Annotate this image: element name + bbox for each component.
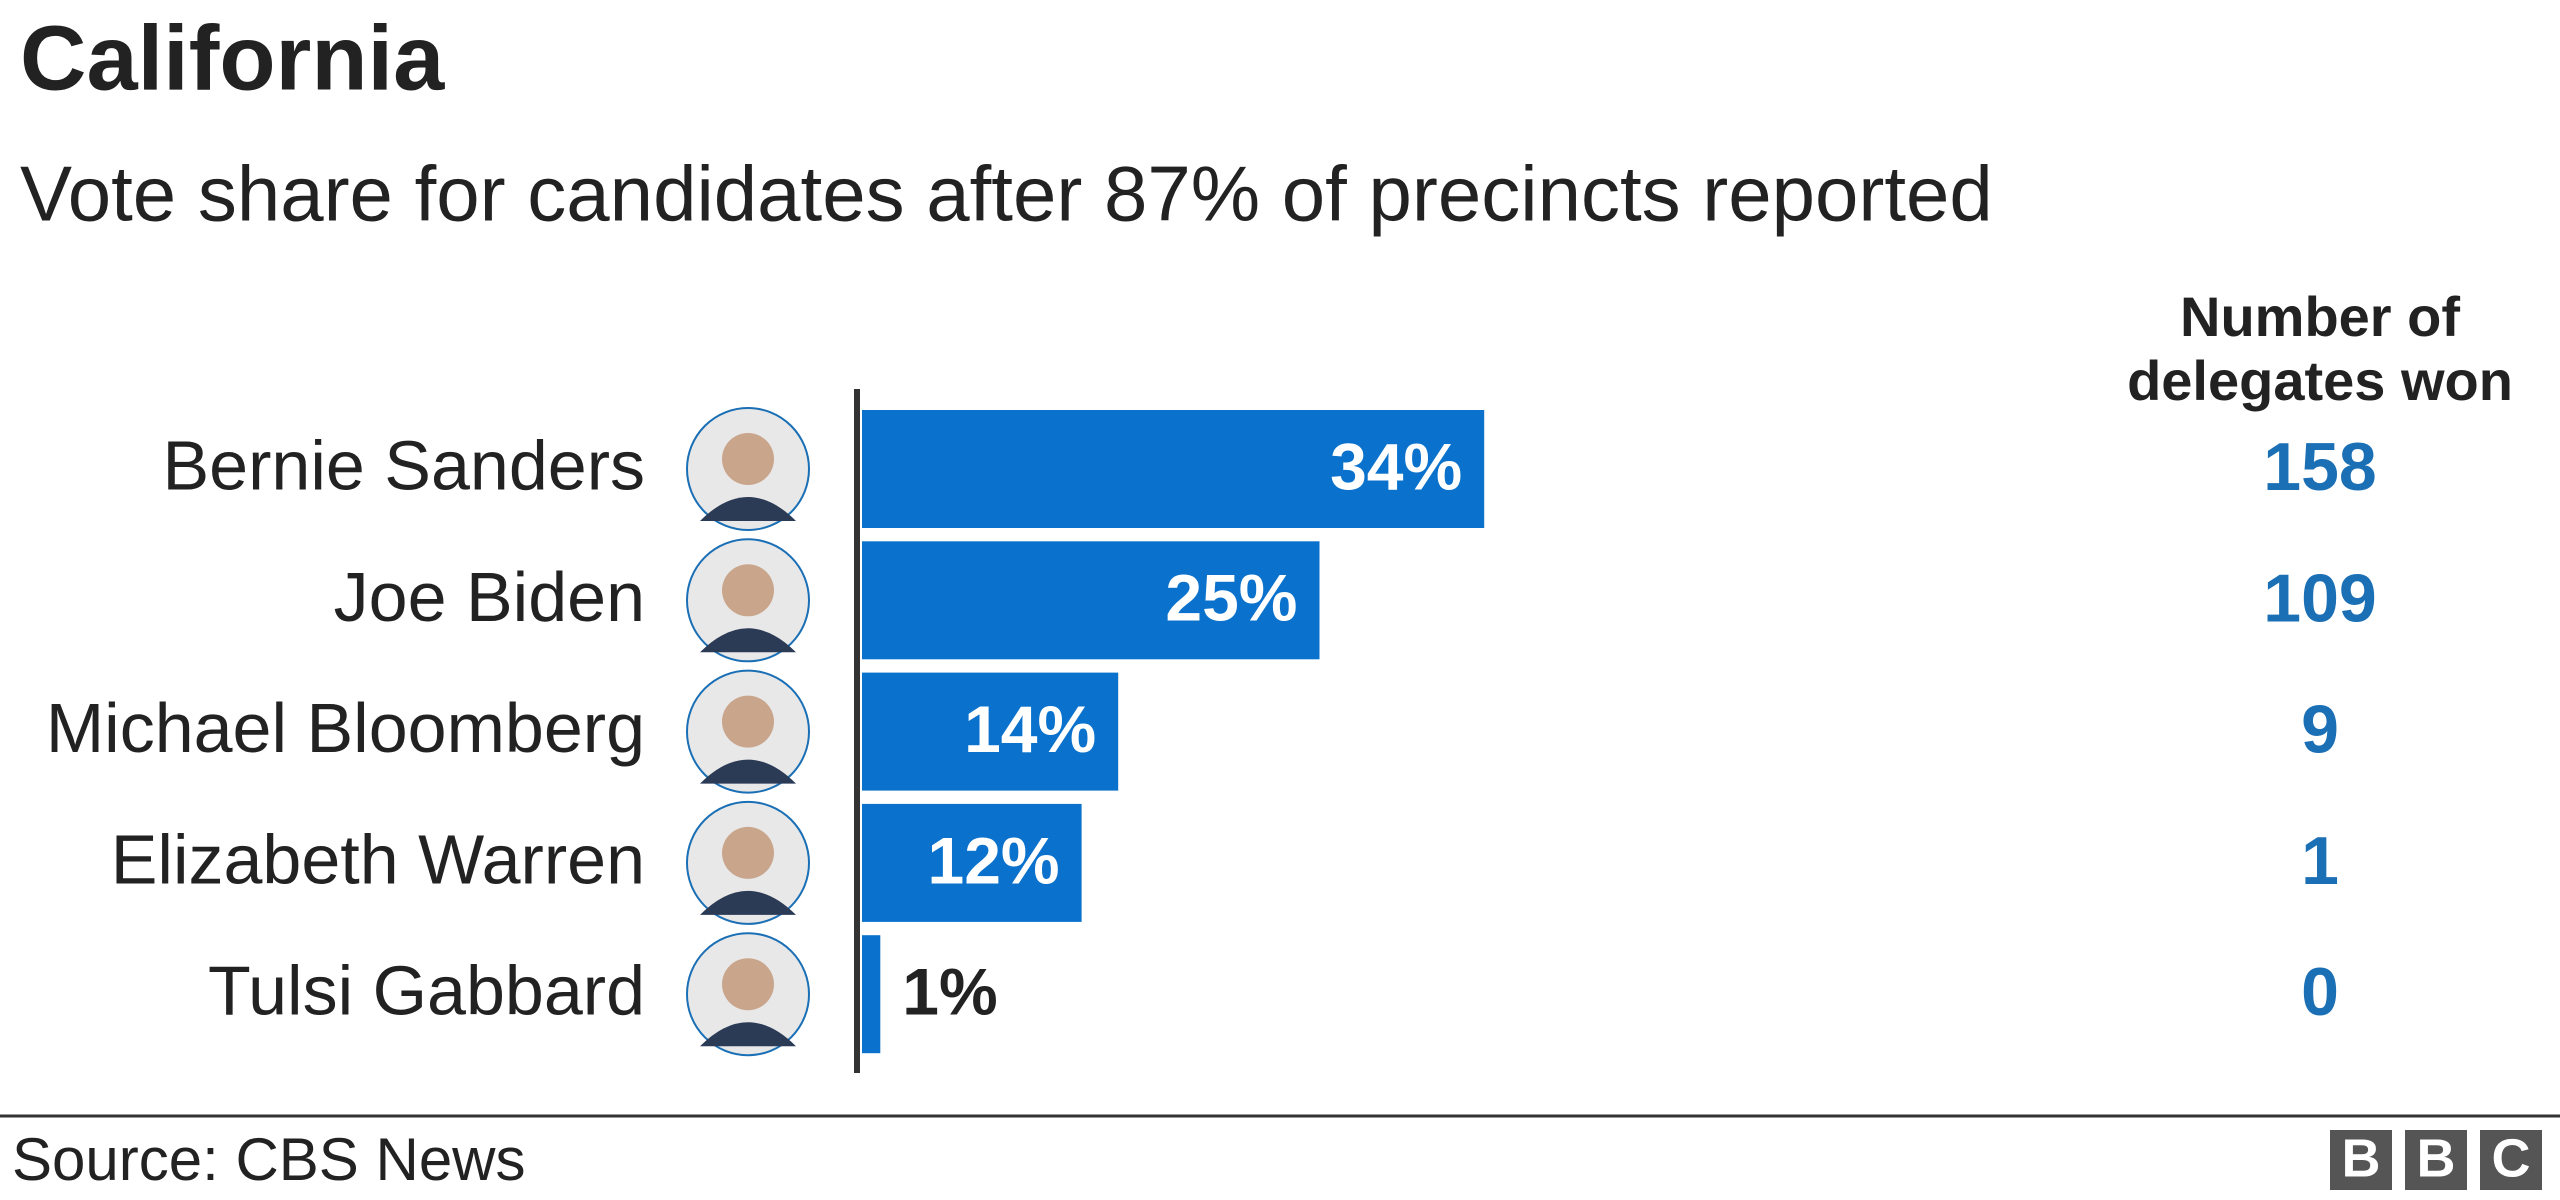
photo-head (722, 695, 774, 748)
value-label: 1% (902, 955, 997, 1029)
value-label: 34% (1330, 429, 1462, 503)
category-label: Michael Bloomberg (46, 689, 645, 767)
chart-subtitle: Vote share for candidates after 87% of p… (20, 150, 1993, 238)
bar (862, 803, 1082, 922)
source: Source: CBS News (12, 1126, 526, 1193)
bbc-logo: B B C (2330, 1128, 2542, 1190)
photo-body (700, 759, 796, 784)
svg-text:B: B (2342, 1128, 2381, 1188)
photo-body (700, 1022, 796, 1047)
photo-head (722, 958, 774, 1011)
value-label: 25% (1165, 561, 1297, 635)
category-label: Bernie Sanders (162, 426, 645, 504)
delegates-value: 1 (2301, 823, 2339, 899)
bar (862, 410, 1485, 528)
category-label: Joe Biden (334, 558, 645, 636)
delegates-value: 0 (2301, 954, 2339, 1030)
delegates-value: 9 (2301, 692, 2339, 768)
value-label: 14% (964, 692, 1096, 766)
photo-head (722, 564, 774, 617)
svg-text:B: B (2417, 1128, 2456, 1188)
photo-head (722, 826, 774, 879)
bar (862, 935, 881, 1054)
category-label: Elizabeth Warren (111, 820, 645, 898)
delegates-value: 158 (2263, 429, 2376, 505)
svg-text:C: C (2492, 1128, 2531, 1188)
delegates-header: Number of delegates won (2127, 285, 2513, 412)
photo-head (722, 433, 774, 485)
delegates-value: 109 (2263, 560, 2376, 636)
category-label: Tulsi Gabbard (208, 952, 645, 1030)
photo-body (700, 628, 796, 653)
bar (862, 541, 1320, 660)
value-label: 12% (927, 823, 1059, 897)
chart-title: California (20, 7, 445, 109)
photo-body (700, 497, 796, 521)
photo-body (700, 890, 796, 915)
bar (862, 672, 1119, 791)
